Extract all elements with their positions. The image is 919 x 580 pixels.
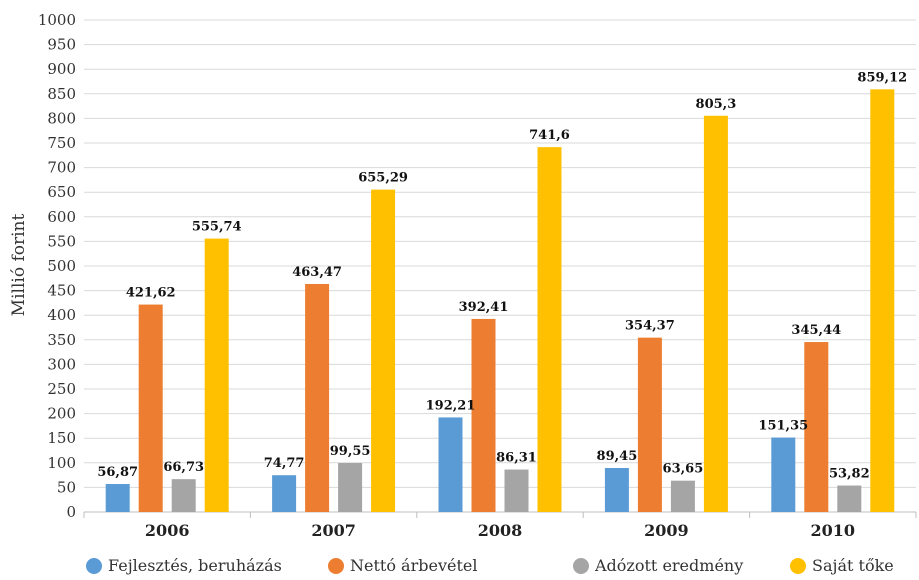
bar [371, 189, 396, 512]
bar [670, 480, 695, 512]
bar [504, 469, 529, 512]
bar [204, 238, 229, 512]
y-tick-label: 150 [47, 429, 76, 447]
bar [537, 147, 562, 512]
x-category-label: 2010 [811, 521, 856, 540]
bar-chart: 0 50 100 150 200 250 300 350 400 450 500 550 600 650 7… [9, 11, 917, 540]
y-tick-label: 0 [66, 503, 76, 521]
y-tick-label: 650 [47, 183, 76, 201]
legend-swatch [86, 557, 102, 574]
legend-swatch [790, 557, 806, 574]
y-tick-label: 800 [47, 109, 76, 127]
legend-label: Nettó árbevétel [350, 556, 478, 575]
y-axis-ticks: 0 50 100 150 200 250 300 350 400 450 500 550 600 650 7… [38, 11, 76, 521]
data-labels: 56,87 421,62 66,73 555,74 74,77 463,47 99,55 65… [97, 70, 907, 481]
bar [870, 89, 895, 512]
x-category-label: 2007 [311, 521, 356, 540]
bar [338, 463, 363, 512]
y-tick-label: 350 [47, 331, 76, 349]
bar [138, 304, 163, 512]
y-tick-label: 450 [47, 282, 76, 300]
y-tick-label: 400 [47, 306, 76, 324]
data-label: 655,29 [358, 171, 408, 186]
data-label: 66,73 [163, 460, 204, 475]
y-tick-label: 950 [47, 36, 76, 54]
bar [305, 283, 330, 512]
data-label: 463,47 [292, 265, 342, 280]
bar [272, 475, 297, 512]
bar [105, 484, 130, 512]
data-label: 74,77 [264, 456, 305, 471]
legend-swatch [573, 557, 589, 574]
data-label: 555,74 [192, 220, 242, 235]
data-label: 192,21 [426, 398, 476, 413]
x-axis-categories: 2006 2007 2008 2009 2010 [145, 521, 855, 540]
data-label: 741,6 [529, 128, 570, 143]
y-tick-label: 750 [47, 134, 76, 152]
bar [771, 437, 796, 512]
legend-item: Fejlesztés, beruházás [86, 556, 282, 575]
data-label: 421,62 [126, 286, 176, 301]
legend-item: Nettó árbevétel [328, 556, 477, 575]
data-label: 859,12 [857, 70, 907, 85]
bar [837, 485, 862, 512]
bar [438, 417, 463, 512]
y-tick-label: 200 [47, 405, 76, 423]
legend: Fejlesztés, beruházás Nettó árbevétel Adóz… [0, 556, 919, 580]
data-label: 151,35 [758, 419, 808, 434]
y-tick-label: 850 [47, 85, 76, 103]
y-tick-label: 500 [47, 257, 76, 275]
y-tick-label: 100 [47, 454, 76, 472]
y-tick-label: 300 [47, 355, 76, 373]
data-label: 354,37 [625, 319, 675, 334]
y-tick-label: 900 [47, 60, 76, 78]
data-label: 89,45 [597, 449, 638, 464]
y-tick-label: 600 [47, 208, 76, 226]
x-category-label: 2006 [145, 521, 190, 540]
bar [171, 479, 196, 512]
data-label: 63,65 [663, 462, 704, 477]
y-tick-label: 250 [47, 380, 76, 398]
bar [804, 342, 829, 512]
data-label: 86,31 [496, 451, 537, 466]
x-category-label: 2008 [478, 521, 523, 540]
legend-label: Saját tőke [812, 556, 894, 575]
y-tick-label: 1000 [38, 11, 76, 29]
legend-label: Fejlesztés, beruházás [108, 556, 282, 575]
bar [637, 337, 662, 512]
data-label: 99,55 [330, 444, 371, 459]
legend-item: Saját tőke [790, 556, 894, 575]
data-label: 345,44 [791, 323, 841, 338]
y-tick-label: 50 [57, 478, 76, 496]
y-tick-label: 550 [47, 232, 76, 250]
bar [604, 467, 629, 512]
legend-label: Adózott eredmény [595, 556, 744, 575]
data-label: 53,82 [829, 467, 870, 482]
data-label: 392,41 [459, 300, 509, 315]
x-category-label: 2009 [644, 521, 689, 540]
data-label: 56,87 [97, 465, 138, 480]
y-tick-label: 700 [47, 159, 76, 177]
bars [105, 89, 895, 513]
legend-swatch [328, 557, 344, 574]
y-axis-title: Millió forint [9, 214, 29, 317]
data-label: 805,3 [696, 97, 737, 112]
bar [703, 115, 728, 513]
bar [471, 318, 496, 512]
legend-item: Adózott eredmény [573, 556, 743, 575]
